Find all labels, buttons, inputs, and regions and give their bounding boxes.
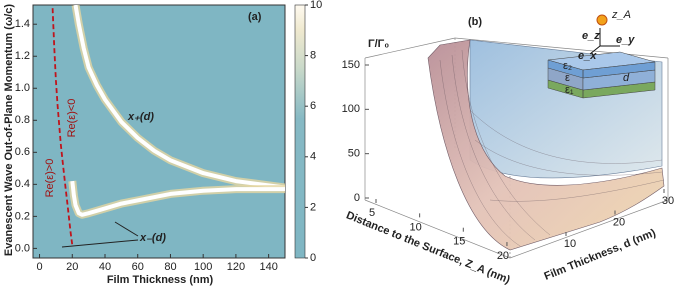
colorbar-tick-label: 10 [310, 0, 322, 11]
x-tick-label: 0 [36, 261, 42, 273]
y-tick-label: 0.2 [15, 210, 30, 222]
curve-label: x₋(d) [139, 232, 166, 244]
inset [547, 14, 656, 99]
inset-label: ε₁ [565, 84, 574, 96]
z-axis-label: Γ/Γ₀ [368, 38, 389, 50]
inset-label: e_y [616, 34, 635, 46]
inset-label: e_z [582, 30, 600, 42]
curves [51, 5, 285, 246]
colorbar-tick-label: 2 [310, 201, 316, 213]
y-tick-label: 1.4 [15, 18, 30, 30]
y-axis-label: Evanescent Wave Out-of-Plane Momentum (ω… [3, 4, 15, 256]
y-tick-label: 0.0 [15, 242, 30, 254]
annotation: Re(ε)>0 [44, 159, 56, 198]
surface [427, 39, 665, 251]
x-tick-label: 140 [259, 261, 277, 273]
pointer [61, 239, 139, 248]
inset-label: e_x [578, 50, 597, 62]
y-tick-label: 10 [564, 238, 576, 250]
x-tick-label: 10 [410, 221, 422, 233]
colorbar-tick-label: 4 [310, 151, 316, 163]
colorbar-tick-label: 0 [310, 252, 316, 264]
y-axis-label: Film Thickness, d (nm) [542, 227, 657, 283]
inset-label: d [623, 72, 630, 84]
z-tick-label: 150 [342, 59, 360, 71]
inset-label: ε [565, 72, 570, 84]
x-tick-label: 100 [194, 261, 212, 273]
colorbar-tick-label: 6 [310, 100, 316, 112]
colorbar-tick-label: 8 [310, 50, 316, 62]
inset-label: z_A [611, 9, 631, 21]
pointer [114, 221, 139, 237]
x-tick-label: 20 [66, 261, 78, 273]
colorbar [294, 4, 306, 259]
y-tick-label: 0.6 [15, 146, 30, 158]
y-tick-label: 1.0 [15, 82, 30, 94]
x-tick-label: 5 [369, 207, 375, 219]
x-tick-label: 20 [497, 250, 509, 262]
y-tick-label: 20 [613, 216, 625, 228]
y-tick-label: 1.2 [15, 50, 30, 62]
y-tick-label: 0.4 [15, 178, 30, 190]
plot-area [32, 4, 286, 259]
x-tick-label: 40 [99, 261, 111, 273]
curve-label: x₊(d) [127, 111, 154, 123]
x-tick-label: 60 [132, 261, 144, 273]
x-tick-label: 120 [227, 261, 245, 273]
annotation: Re(ε)<0 [66, 99, 78, 138]
x-tick-label: 15 [453, 236, 465, 248]
y-tick-label: 30 [662, 195, 674, 207]
panel-label: (b) [468, 16, 482, 28]
x-axis-label: Film Thickness (nm) [107, 274, 214, 286]
y-tick-label: 0.8 [15, 114, 30, 126]
z-tick-label: 50 [348, 148, 360, 160]
panel-label: (a) [248, 11, 262, 23]
z-tick-label: 100 [342, 103, 360, 115]
curve [73, 5, 285, 190]
boundary-line [51, 8, 74, 246]
box [364, 37, 669, 259]
x-tick-label: 80 [164, 261, 176, 273]
inset-label: ε₂ [563, 60, 572, 72]
z-tick-label: 0 [354, 192, 360, 204]
curve [70, 180, 285, 217]
